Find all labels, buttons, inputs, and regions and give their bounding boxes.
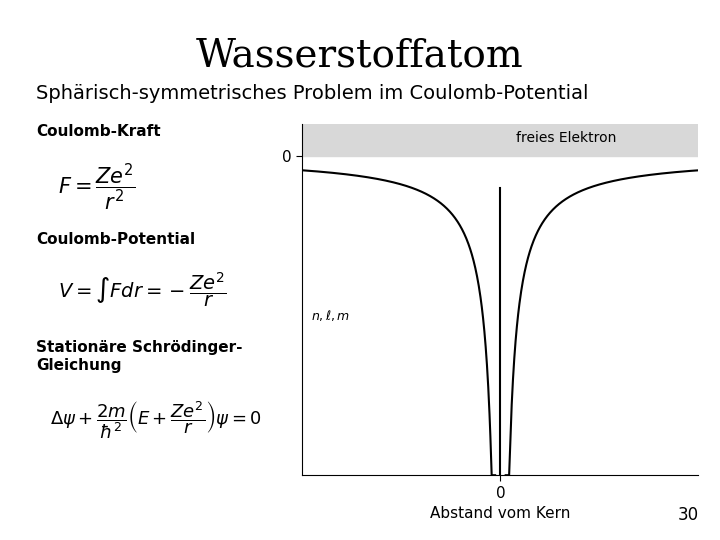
X-axis label: Abstand vom Kern: Abstand vom Kern [431, 506, 570, 521]
Text: Coulomb-Kraft: Coulomb-Kraft [36, 124, 161, 139]
Text: freies Elektron: freies Elektron [516, 131, 616, 145]
Text: $\Delta\psi + \dfrac{2m}{\hbar^2}\left(E + \dfrac{Ze^2}{r}\right)\psi = 0$: $\Delta\psi + \dfrac{2m}{\hbar^2}\left(E… [50, 400, 262, 441]
Text: $V = \int F dr = -\dfrac{Ze^2}{r}$: $V = \int F dr = -\dfrac{Ze^2}{r}$ [58, 270, 226, 309]
Text: Sphärisch-symmetrisches Problem im Coulomb-Potential: Sphärisch-symmetrisches Problem im Coulo… [36, 84, 588, 103]
Text: $F = \dfrac{Ze^2}{r^2}$: $F = \dfrac{Ze^2}{r^2}$ [58, 162, 135, 213]
Bar [302, 124, 698, 156]
Text: Stationäre Schrödinger-
Gleichung: Stationäre Schrödinger- Gleichung [36, 340, 243, 373]
Text: $n, \ell, m$: $n, \ell, m$ [311, 308, 351, 323]
Text: Wasserstoffatom: Wasserstoffatom [196, 38, 524, 75]
Text: 30: 30 [678, 506, 698, 524]
Text: Coulomb-Potential: Coulomb-Potential [36, 232, 195, 247]
